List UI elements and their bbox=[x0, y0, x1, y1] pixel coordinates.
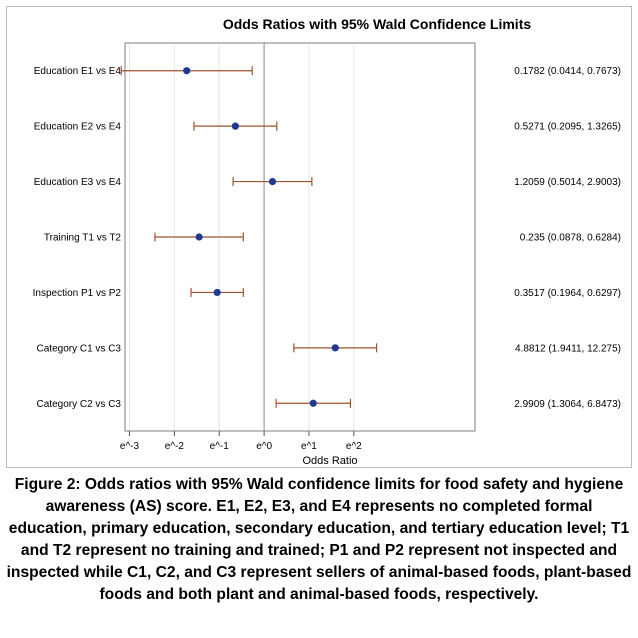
odds-ratio-point bbox=[268, 177, 277, 186]
odds-ratio-point bbox=[331, 344, 339, 352]
row-label: Education E1 vs E4 bbox=[34, 66, 122, 77]
odds-ratio-point bbox=[195, 233, 203, 241]
row-label: Education E3 vs E4 bbox=[34, 177, 122, 188]
row-label: Category C2 vs C3 bbox=[37, 399, 122, 410]
plot-area bbox=[124, 42, 476, 432]
odds-ratio-point bbox=[231, 122, 239, 130]
row-value-text: 0.1782 (0.0414, 0.7673) bbox=[514, 66, 621, 77]
chart-title: Odds Ratios with 95% Wald Confidence Lim… bbox=[223, 16, 532, 32]
chart-frame: Odds Ratios with 95% Wald Confidence Lim… bbox=[6, 6, 632, 468]
marks-layer bbox=[120, 66, 378, 408]
row-label: Inspection P1 vs P2 bbox=[33, 288, 122, 299]
row-value-text: 4.8812 (1.9411, 12.275) bbox=[515, 343, 621, 354]
figure-caption: Figure 2: Odds ratios with 95% Wald conf… bbox=[6, 476, 632, 603]
row-label: Education E2 vs E4 bbox=[34, 122, 122, 133]
forest-plot: Odds Ratios with 95% Wald Confidence Lim… bbox=[33, 16, 621, 467]
x-tick-label: e^-2 bbox=[165, 441, 185, 452]
odds-ratio-point bbox=[213, 288, 221, 297]
row-value-text: 1.2059 (0.5014, 2.9003) bbox=[514, 177, 621, 188]
row-label: Category C1 vs C3 bbox=[37, 343, 122, 354]
x-tick-label: e^-3 bbox=[120, 441, 140, 452]
x-tick-label: e^1 bbox=[301, 441, 317, 452]
x-tick-label: e^0 bbox=[256, 441, 272, 452]
odds-ratio-point bbox=[309, 399, 317, 407]
row-value-text: 0.235 (0.0878, 0.6284) bbox=[520, 233, 621, 244]
row-value-text: 0.5271 (0.2095, 1.3265) bbox=[514, 122, 621, 133]
odds-ratio-point bbox=[183, 67, 191, 75]
grid-layer bbox=[128, 43, 355, 436]
labels-layer: e^-3 e^-2 e^-1 e^0 e^1 e^2 Education E1 vs E4 0… bbox=[33, 66, 621, 452]
x-tick-label: e^-1 bbox=[210, 441, 230, 452]
row-value-text: 2.9909 (1.3064, 6.8473) bbox=[514, 399, 621, 410]
x-axis-label: Odds Ratio bbox=[302, 455, 357, 467]
x-tick-label: e^2 bbox=[346, 441, 362, 452]
row-label: Training T1 vs T2 bbox=[44, 233, 122, 244]
row-value-text: 0.3517 (0.1964, 0.6297) bbox=[514, 288, 621, 299]
